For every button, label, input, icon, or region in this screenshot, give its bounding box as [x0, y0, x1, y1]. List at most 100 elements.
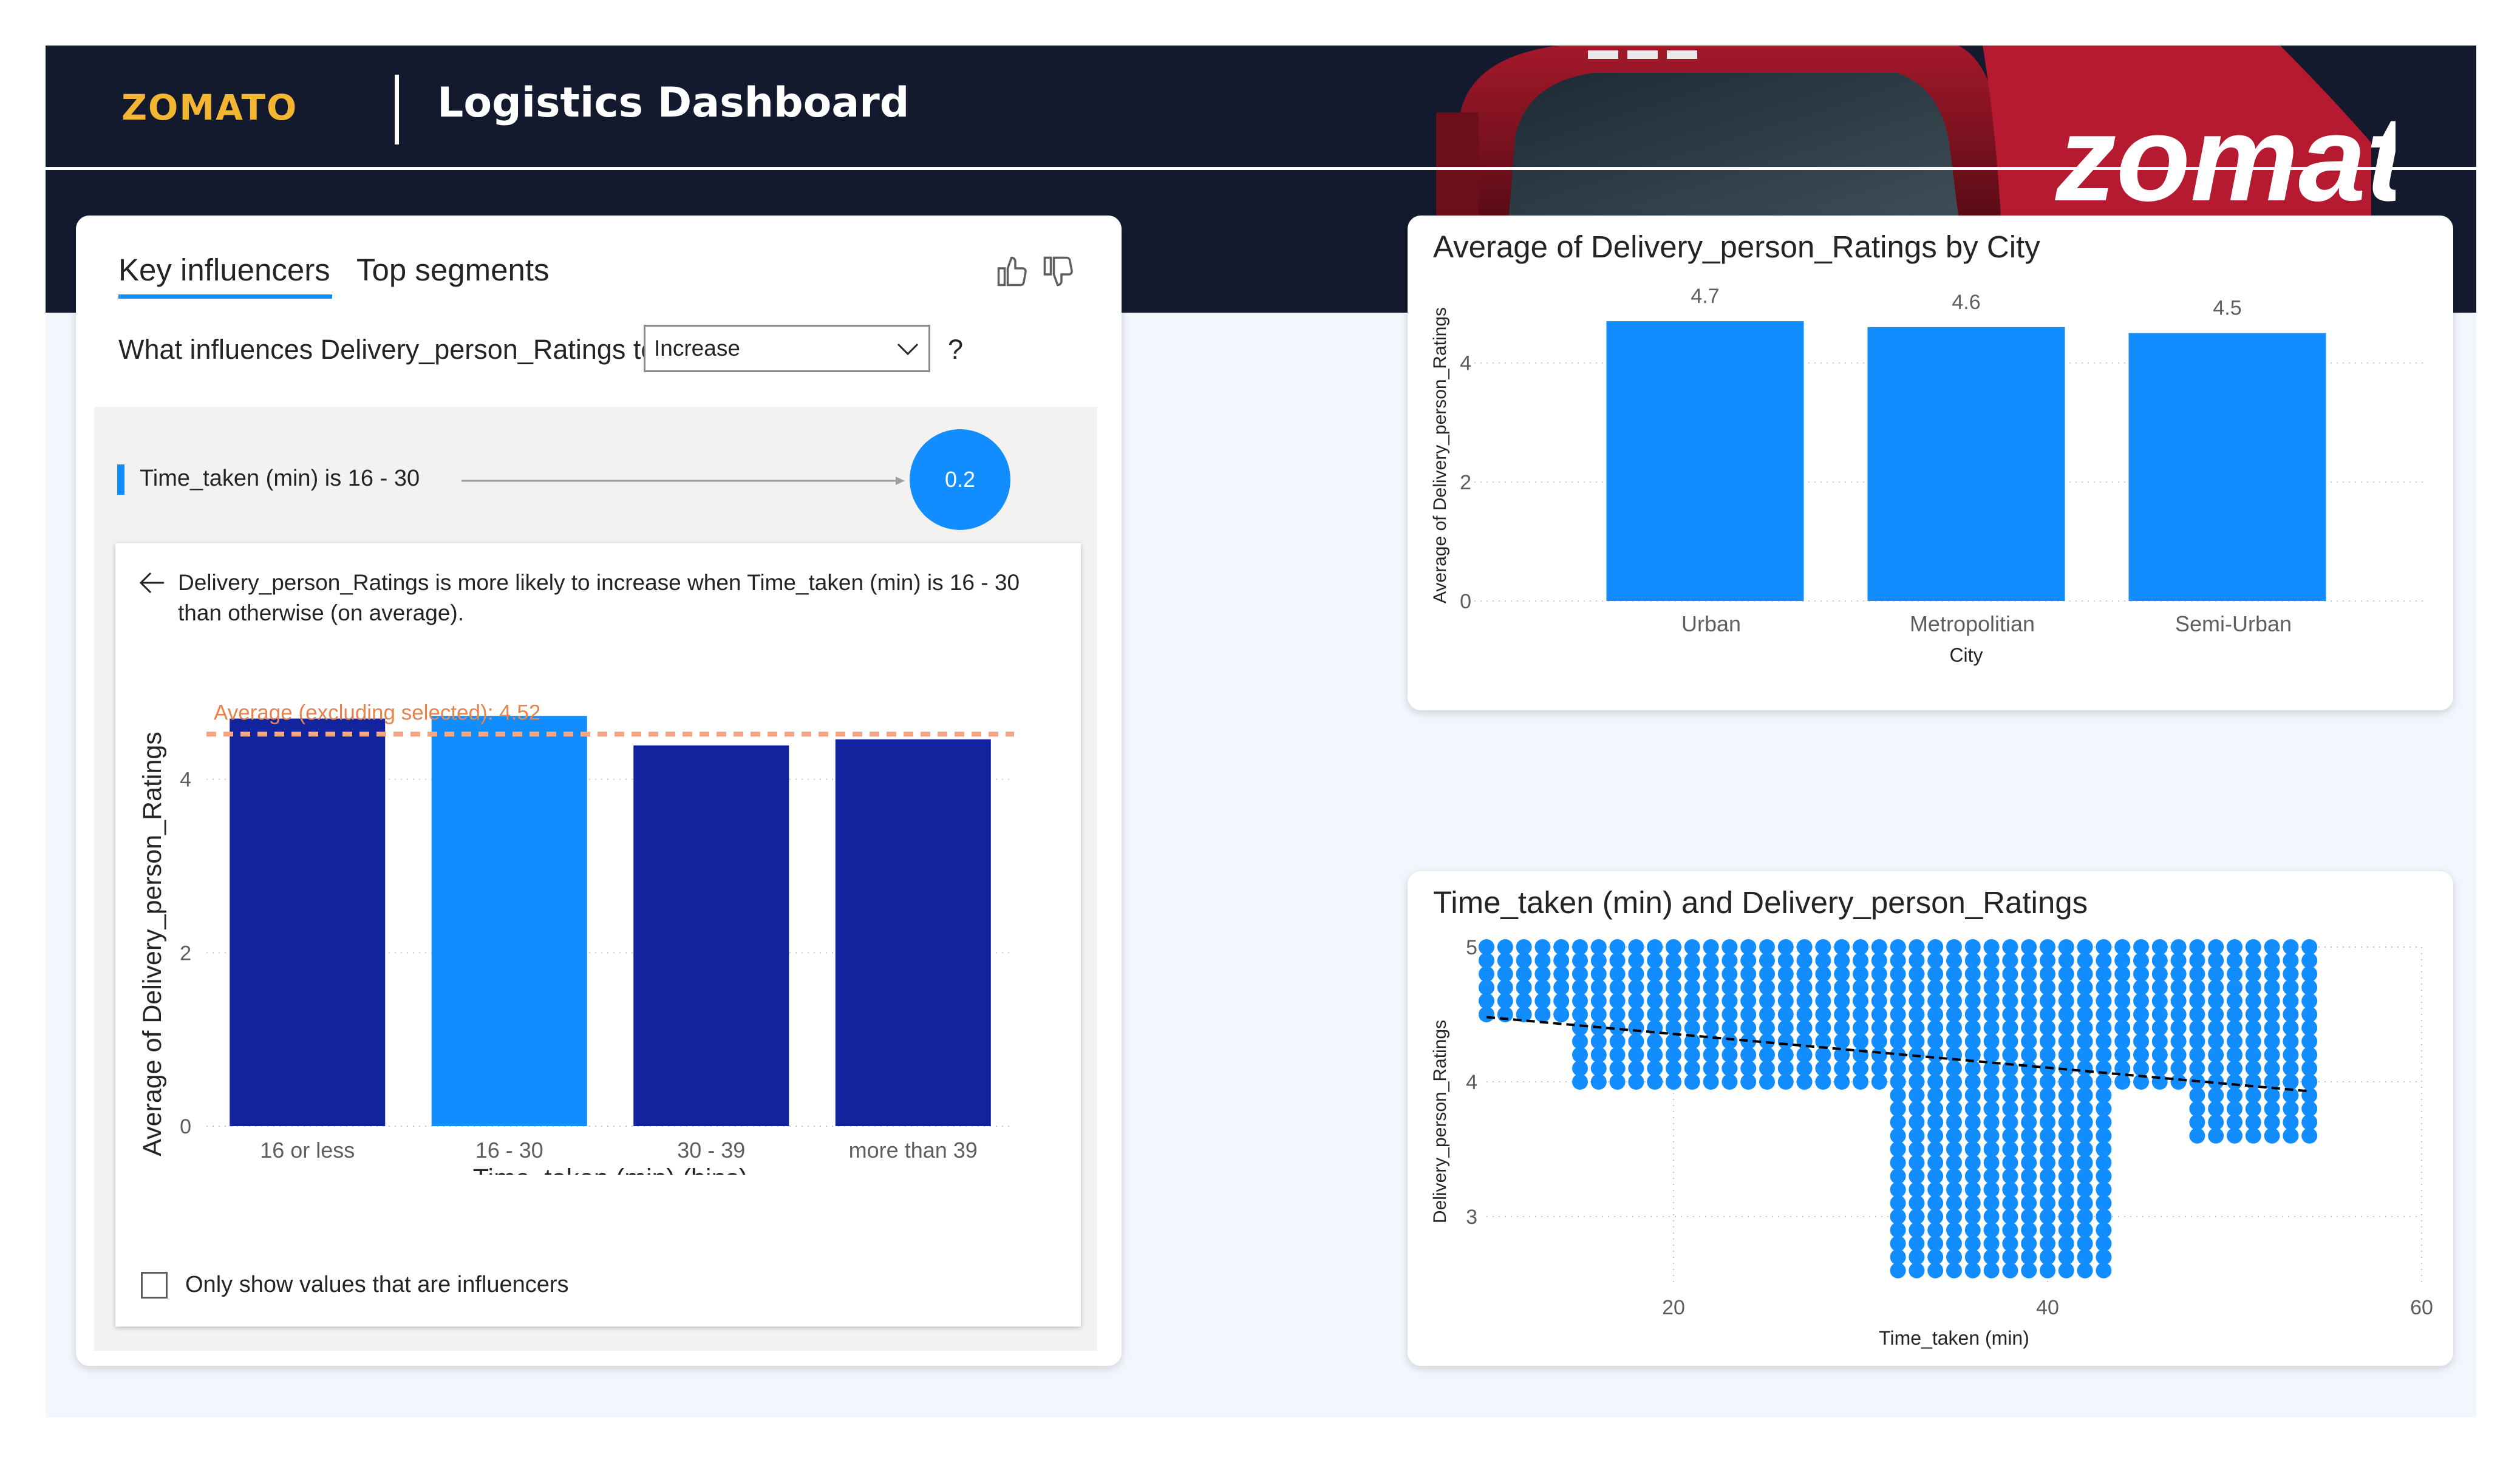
scatter-point — [2040, 1101, 2055, 1117]
scatter-point — [2283, 979, 2299, 996]
scatter-point — [2208, 1033, 2224, 1050]
scatter-point — [2151, 979, 2168, 996]
scatter-point — [2002, 993, 2018, 1009]
tab-key-influencers[interactable]: Key influencers — [118, 253, 330, 287]
scatter-point — [1590, 1033, 1607, 1050]
scatter-point — [1609, 953, 1626, 969]
scatter-point — [1479, 966, 1494, 982]
scatter-point — [1927, 1181, 1944, 1198]
scatter-point — [2151, 966, 2168, 982]
scatter-point — [1890, 1114, 1906, 1130]
scatter-point — [2283, 1074, 2299, 1090]
scatter-point — [2096, 1047, 2112, 1063]
scatter-point — [2264, 1114, 2280, 1130]
scatter-point — [1909, 1141, 1925, 1157]
question-mark: ? — [948, 334, 964, 365]
scatter-point — [1628, 1074, 1644, 1090]
scatter-point — [1983, 1209, 2000, 1224]
scatter-point — [1946, 1141, 1962, 1157]
scatter-point — [1796, 993, 1813, 1009]
thumbs-down-icon[interactable] — [1040, 253, 1077, 290]
scatter-point — [2040, 1033, 2055, 1050]
scatter-point — [1834, 979, 1850, 996]
scatter-point — [2002, 1249, 2018, 1265]
scatter-point — [1946, 1101, 1962, 1117]
scatter-point — [1983, 939, 2000, 955]
scatter-point — [2002, 1222, 2018, 1238]
scatter-point — [1983, 1168, 2000, 1184]
scatter-point — [1890, 1047, 1906, 1063]
scatter-point — [2301, 1101, 2318, 1117]
scatter-point — [2227, 966, 2242, 982]
scatter-point — [1815, 1047, 1831, 1063]
thumbs-up-icon[interactable] — [994, 253, 1030, 290]
scatter-point — [2021, 1181, 2037, 1198]
scatter-point — [2077, 1114, 2093, 1130]
scatter-point — [2264, 953, 2280, 969]
y-tick-label: 4 — [1466, 1071, 1477, 1094]
scatter-point — [1946, 1222, 1962, 1238]
scatter-point — [2245, 1020, 2261, 1036]
scatter-point — [1628, 993, 1644, 1009]
scatter-point — [1740, 993, 1757, 1009]
scatter-point — [1927, 979, 1944, 996]
influencer-question: What influences Delivery_person_Ratings … — [118, 334, 656, 365]
scatter-point — [1534, 1007, 1551, 1022]
direction-dropdown[interactable]: Increase — [644, 325, 930, 372]
scatter-point — [2208, 939, 2224, 955]
scatter-point — [2077, 1101, 2093, 1117]
scatter-point — [1890, 979, 1906, 996]
bar — [633, 745, 789, 1126]
scatter-point — [1534, 939, 1551, 955]
scatter-point — [2208, 1060, 2224, 1076]
scatter-point — [1890, 1087, 1906, 1104]
scatter-point — [1946, 979, 1962, 996]
scatter-point — [1946, 1181, 1962, 1198]
scatter-point — [2114, 1047, 2131, 1063]
scatter-point — [2114, 939, 2131, 955]
scatter-point — [2058, 1033, 2074, 1050]
scatter-point — [1871, 1074, 1887, 1090]
y-tick-label: 3 — [1466, 1206, 1477, 1229]
scatter-point — [2096, 1262, 2112, 1279]
scatter-point — [2189, 966, 2205, 982]
scatter-point — [2170, 993, 2187, 1009]
scatter-point — [2040, 1087, 2055, 1104]
scatter-point — [1666, 939, 1681, 955]
scatter-point — [2114, 1020, 2131, 1036]
x-axis-label: City — [1949, 644, 1983, 666]
scatter-point — [1684, 953, 1700, 969]
scatter-point — [2264, 1087, 2280, 1104]
scatter-point — [1834, 966, 1850, 982]
scatter-point — [2301, 966, 2318, 982]
scatter-point — [2189, 1114, 2205, 1130]
scatter-point — [2040, 966, 2055, 982]
scatter-point — [1666, 953, 1681, 969]
scatter-point — [1572, 1060, 1588, 1076]
scatter-point — [1590, 1007, 1607, 1022]
scatter-point — [1927, 1007, 1944, 1022]
scatter-point — [2208, 1020, 2224, 1036]
back-arrow-icon[interactable] — [138, 571, 166, 595]
scatter-point — [1834, 1060, 1850, 1076]
influencer-label[interactable]: Time_taken (min) is 16 - 30 — [140, 466, 420, 491]
scatter-point — [1703, 979, 1719, 996]
influencers-only-checkbox[interactable] — [141, 1272, 168, 1299]
scatter-point — [1890, 1181, 1906, 1198]
influencer-bubble[interactable]: 0.2 — [910, 429, 1010, 530]
scatter-point — [1479, 1007, 1494, 1022]
scatter-point — [2133, 1007, 2149, 1022]
scatter-point — [1983, 979, 2000, 996]
scatter-point — [2058, 1127, 2074, 1144]
scatter-point — [1721, 979, 1738, 996]
scatter-point — [1647, 1033, 1663, 1050]
scatter-point — [1721, 1020, 1738, 1036]
y-tick-label: 2 — [180, 942, 191, 965]
scatter-point — [2283, 1047, 2299, 1063]
scatter-point — [2077, 1262, 2093, 1279]
scatter-point — [1497, 953, 1513, 969]
scatter-point — [1946, 1114, 1962, 1130]
tab-top-segments[interactable]: Top segments — [356, 253, 550, 287]
scatter-point — [1516, 979, 1532, 996]
data-label: 4.6 — [1952, 291, 1980, 314]
